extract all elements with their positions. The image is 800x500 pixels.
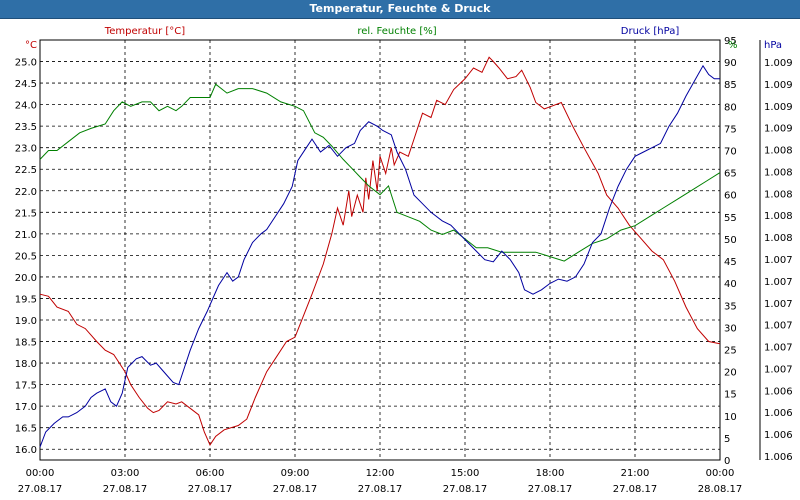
x-tick-date: 27.08.17	[103, 484, 148, 495]
x-tick-time: 21:00	[621, 468, 650, 479]
x-tick-time: 15:00	[451, 468, 480, 479]
y-right-tick-label: 1.008	[764, 167, 793, 178]
y-right-tick-label: 1.008	[764, 211, 793, 222]
x-tick-time: 03:00	[111, 468, 140, 479]
y-mid-tick-label: 30	[724, 323, 737, 334]
series-line-temperature	[39, 56, 721, 446]
y-left-tick-label: 23.0	[15, 144, 37, 155]
y-right-tick-label: 1.007	[764, 321, 793, 332]
series-line-pressure	[39, 64, 720, 448]
y-left-tick-label: 21.5	[15, 208, 37, 219]
series-label-humidity: rel. Feuchte [%]	[357, 26, 436, 37]
y-mid-tick-label: 45	[724, 257, 737, 268]
x-tick-time: 18:00	[536, 468, 565, 479]
y-mid-unit: %	[728, 40, 738, 51]
y-right-tick-label: 1.009	[764, 124, 793, 135]
y-right-tick-label: 1.007	[764, 255, 793, 266]
y-mid-tick-label: 85	[724, 80, 737, 91]
x-tick-time: 00:00	[26, 468, 55, 479]
y-mid-tick-label: 55	[724, 213, 737, 224]
y-right-tick-label: 1.009	[764, 58, 793, 69]
x-tick-date: 27.08.17	[358, 484, 403, 495]
y-mid-tick-label: 95	[724, 36, 737, 47]
y-mid-tick-label: 10	[724, 412, 737, 423]
y-mid-tick-label: 25	[724, 345, 737, 356]
y-mid-tick-label: 65	[724, 169, 737, 180]
y-left-tick-label: 20.5	[15, 251, 37, 262]
x-tick-time: 09:00	[281, 468, 310, 479]
y-right-tick-label: 1.009	[764, 80, 793, 91]
y-right-tick-label: 1.006	[764, 430, 793, 441]
y-left-tick-label: 24.5	[15, 79, 37, 90]
y-left-unit: °C	[25, 40, 37, 51]
y-right-tick-label: 1.007	[764, 343, 793, 354]
series-label-pressure: Druck [hPa]	[621, 26, 680, 37]
y-right-tick-label: 1.008	[764, 189, 793, 200]
y-mid-tick-label: 15	[724, 390, 737, 401]
y-right-tick-label: 1.006	[764, 386, 793, 397]
y-mid-tick-label: 60	[724, 191, 737, 202]
x-tick-date: 27.08.17	[18, 484, 63, 495]
y-right-tick-label: 1.008	[764, 146, 793, 157]
y-mid-tick-label: 5	[724, 434, 730, 445]
y-left-tick-label: 18.5	[15, 338, 37, 349]
y-right-tick-label: 1.007	[764, 299, 793, 310]
y-right-tick-label: 1.007	[764, 277, 793, 288]
y-left-tick-label: 19.5	[15, 294, 37, 305]
x-tick-date: 27.08.17	[188, 484, 233, 495]
y-right-unit: hPa	[764, 40, 782, 51]
y-left-tick-label: 21.0	[15, 230, 37, 241]
y-left-tick-label: 22.0	[15, 187, 37, 198]
y-mid-tick-label: 35	[724, 301, 737, 312]
y-right-tick-label: 1.007	[764, 364, 793, 375]
y-left-tick-label: 18.0	[15, 359, 37, 370]
x-tick-date: 27.08.17	[613, 484, 658, 495]
y-mid-tick-label: 90	[724, 58, 737, 69]
y-mid-tick-label: 80	[724, 102, 737, 113]
y-mid-tick-label: 50	[724, 235, 737, 246]
x-tick-time: 12:00	[366, 468, 395, 479]
y-left-tick-label: 20.0	[15, 273, 37, 284]
y-left-tick-label: 24.0	[15, 101, 37, 112]
y-mid-tick-label: 40	[724, 279, 737, 290]
x-tick-date: 27.08.17	[443, 484, 488, 495]
x-tick-time: 00:00	[706, 468, 735, 479]
x-tick-time: 06:00	[196, 468, 225, 479]
y-left-tick-label: 17.0	[15, 402, 37, 413]
y-left-tick-label: 16.5	[15, 424, 37, 435]
y-left-tick-label: 22.5	[15, 165, 37, 176]
y-mid-tick-label: 70	[724, 147, 737, 158]
x-tick-date: 27.08.17	[528, 484, 573, 495]
window-title: Temperatur, Feuchte & Druck	[0, 0, 800, 19]
y-right-tick-label: 1.009	[764, 102, 793, 113]
series-label-temperature: Temperatur [°C]	[104, 26, 185, 37]
y-left-tick-label: 17.5	[15, 381, 37, 392]
y-mid-tick-label: 20	[724, 368, 737, 379]
y-mid-tick-label: 75	[724, 124, 737, 135]
y-mid-tick-label: 0	[724, 456, 730, 467]
y-right-tick-label: 1.006	[764, 408, 793, 419]
x-tick-date: 27.08.17	[273, 484, 318, 495]
y-right-tick-label: 1.008	[764, 233, 793, 244]
y-left-tick-label: 16.0	[15, 445, 37, 456]
y-left-tick-label: 19.0	[15, 316, 37, 327]
y-left-tick-label: 23.5	[15, 122, 37, 133]
y-left-tick-label: 25.0	[15, 58, 37, 69]
series-line-humidity	[39, 83, 721, 262]
x-tick-date: 28.08.17	[698, 484, 743, 495]
y-right-tick-label: 1.006	[764, 452, 793, 463]
